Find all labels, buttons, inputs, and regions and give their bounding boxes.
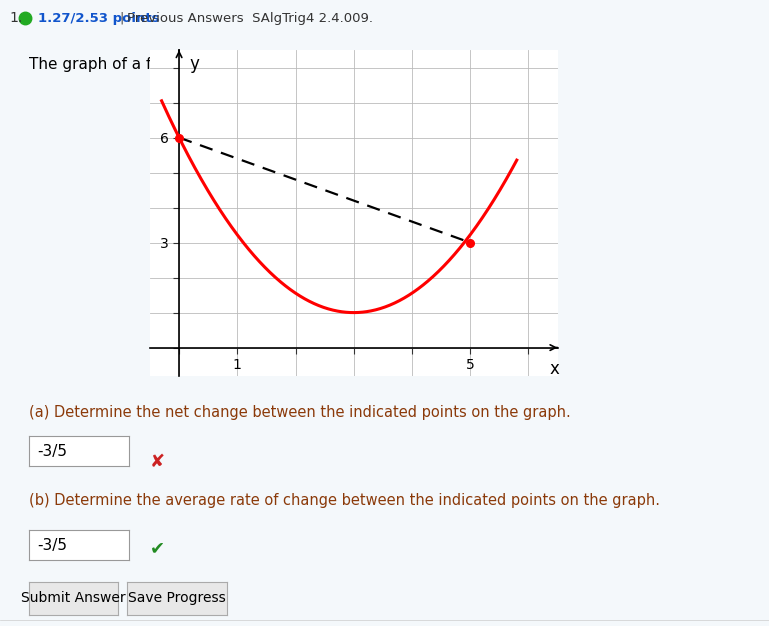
Text: The graph of a function is given.: The graph of a function is given. (29, 57, 278, 72)
Text: |: | (119, 12, 124, 24)
Text: (a) Determine the net change between the indicated points on the graph.: (a) Determine the net change between the… (29, 405, 571, 420)
Text: 1.: 1. (9, 11, 22, 25)
Text: ✘: ✘ (150, 453, 165, 471)
Text: Submit Answer: Submit Answer (21, 592, 126, 605)
Text: Save Progress: Save Progress (128, 592, 226, 605)
Text: -3/5: -3/5 (37, 538, 67, 553)
Text: Previous Answers  SAlgTrig4 2.4.009.: Previous Answers SAlgTrig4 2.4.009. (127, 12, 373, 24)
Text: -3/5: -3/5 (37, 444, 67, 459)
Text: x: x (550, 360, 560, 378)
Text: 1.27/2.53 points: 1.27/2.53 points (38, 12, 160, 24)
Text: (b) Determine the average rate of change between the indicated points on the gra: (b) Determine the average rate of change… (29, 493, 661, 508)
Text: y: y (189, 55, 199, 73)
Text: ✔: ✔ (150, 539, 165, 557)
